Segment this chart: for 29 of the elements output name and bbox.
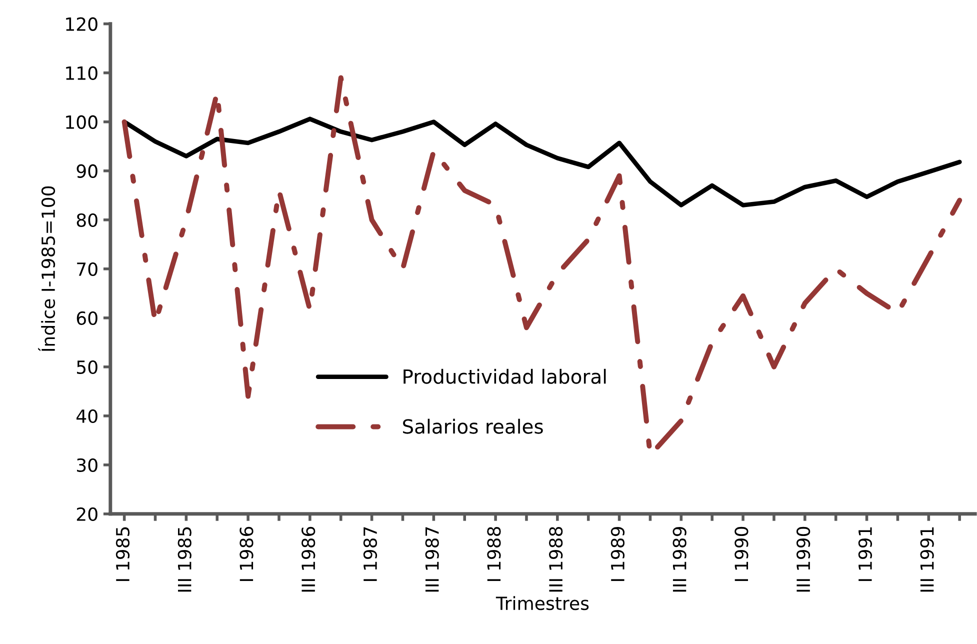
y-tick-label: 90 xyxy=(76,164,98,178)
y-tick-label: 100 xyxy=(66,115,98,129)
x-tick-label: III 1989 xyxy=(672,526,686,592)
x-tick-label: I 1986 xyxy=(240,526,254,581)
legend-label: Productividad laboral xyxy=(404,368,606,384)
x-tick-label: III 1985 xyxy=(178,527,192,592)
legend-label: Salarios reales xyxy=(403,418,543,434)
y-tick-label: 30 xyxy=(76,458,98,472)
y-axis-title: Índice I-1985=100 xyxy=(38,186,56,352)
y-tick-label: 60 xyxy=(76,311,98,325)
x-tick-label: I 1985 xyxy=(116,527,130,581)
y-tick-label: 40 xyxy=(76,409,98,424)
y-tick-label: 120 xyxy=(66,17,98,31)
y-tick-label: 50 xyxy=(77,360,98,374)
y-tick-label: 80 xyxy=(76,213,98,227)
x-tick-label: III 1986 xyxy=(302,526,316,592)
x-axis-title: Trimestres xyxy=(496,596,589,610)
y-tick-label: 70 xyxy=(77,262,98,276)
x-tick-label: III 1988 xyxy=(549,526,563,592)
x-tick-label: I 1989 xyxy=(610,526,625,581)
x-tick-label: III 1991 xyxy=(920,527,934,592)
x-tick-label: I 1991 xyxy=(858,527,872,581)
x-tick-label: I 1988 xyxy=(487,526,501,581)
y-tick-label: 110 xyxy=(66,66,98,80)
x-tick-label: I 1990 xyxy=(734,526,748,581)
x-tick-label: I 1987 xyxy=(363,527,378,581)
x-tick-label: III 1987 xyxy=(425,527,439,592)
y-tick-label: 20 xyxy=(76,507,98,522)
x-tick-label: III 1990 xyxy=(796,526,810,592)
